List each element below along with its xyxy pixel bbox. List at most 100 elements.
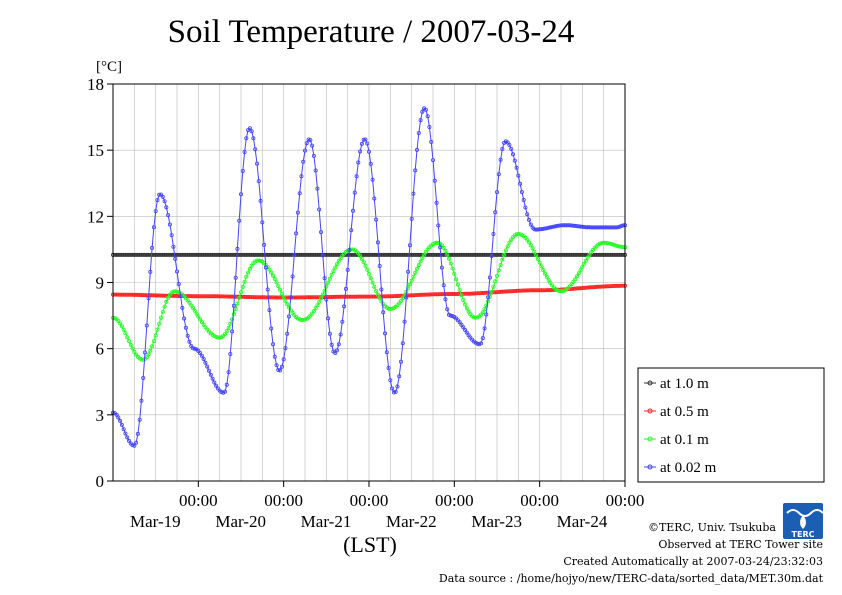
data-point [541, 226, 546, 231]
data-point [457, 287, 462, 292]
data-point [446, 256, 451, 261]
data-point [603, 240, 608, 245]
data-point [262, 295, 267, 300]
data-point [377, 296, 382, 301]
data-point [482, 326, 487, 331]
data-point [119, 324, 124, 329]
data-point [324, 297, 329, 302]
data-point [237, 218, 242, 223]
data-point [462, 291, 467, 296]
data-point [315, 303, 320, 308]
x-tick-date: Mar-24 [557, 512, 608, 531]
data-point [142, 252, 147, 257]
data-point [123, 292, 128, 297]
data-point [224, 329, 229, 334]
data-point [612, 225, 617, 230]
data-point [505, 244, 510, 249]
data-point [464, 330, 469, 335]
data-point [411, 274, 416, 279]
data-point [548, 288, 553, 293]
data-point [150, 344, 155, 349]
chart-title: Soil Temperature / 2007-03-24 [167, 14, 575, 50]
x-tick-time: 00:00 [435, 491, 474, 510]
data-point [279, 364, 284, 369]
data-point [582, 261, 587, 266]
x-tick-date: Mar-22 [386, 512, 437, 531]
data-point [125, 435, 130, 440]
data-point [327, 331, 332, 336]
data-point [201, 356, 206, 361]
data-point [382, 331, 387, 336]
data-point [310, 143, 315, 148]
data-point [390, 386, 395, 391]
data-point [379, 299, 384, 304]
data-point [519, 189, 524, 194]
data-point [244, 274, 249, 279]
data-point [603, 284, 608, 289]
data-point [363, 263, 368, 268]
data-point [432, 178, 437, 183]
data-point [135, 431, 140, 436]
data-point [461, 297, 466, 302]
data-point [238, 252, 243, 257]
data-point [546, 278, 551, 283]
data-point [254, 161, 259, 166]
data-point [336, 342, 341, 347]
data-point [217, 335, 222, 340]
data-point [416, 263, 421, 268]
data-point [199, 353, 204, 358]
data-point [414, 147, 419, 152]
legend-box [637, 367, 825, 483]
data-point [189, 252, 194, 257]
data-point [267, 308, 272, 313]
data-point [434, 240, 439, 245]
data-point [374, 217, 379, 222]
data-point [299, 174, 304, 179]
data-point [365, 141, 370, 146]
data-point [454, 277, 459, 282]
data-point [377, 263, 382, 268]
data-point [176, 281, 181, 286]
data-point [240, 168, 245, 173]
data-point [214, 294, 219, 299]
data-point [571, 279, 576, 284]
data-point [487, 275, 492, 280]
data-point [374, 288, 379, 293]
data-point [525, 237, 530, 242]
data-point [509, 146, 514, 151]
data-point [575, 286, 580, 291]
credit-copyright: ©TERC, Univ. Tsukuba [647, 521, 776, 534]
data-point [139, 292, 144, 297]
data-point [279, 291, 284, 296]
data-point [254, 258, 259, 263]
data-point [544, 226, 549, 231]
data-point [329, 342, 334, 347]
data-point [155, 327, 160, 332]
data-point [118, 418, 123, 423]
data-point [496, 268, 501, 273]
data-point [587, 252, 592, 257]
data-point [388, 378, 393, 383]
data-point [539, 227, 544, 232]
data-point [555, 223, 560, 228]
data-point [525, 212, 530, 217]
data-point [242, 149, 247, 154]
data-point [326, 316, 331, 321]
data-point [571, 223, 576, 228]
data-point [338, 332, 343, 337]
data-point [148, 269, 153, 274]
data-point [125, 335, 130, 340]
data-point [171, 293, 176, 298]
data-point [530, 246, 535, 251]
data-point [571, 286, 576, 291]
data-point [238, 192, 243, 197]
data-point [153, 333, 158, 338]
data-point [535, 256, 540, 261]
data-point [155, 198, 160, 203]
data-point [267, 267, 272, 272]
data-point [409, 278, 414, 283]
series-at-0-1-m [111, 231, 628, 362]
data-point [441, 283, 446, 288]
data-point [318, 296, 323, 301]
data-point [365, 267, 370, 272]
